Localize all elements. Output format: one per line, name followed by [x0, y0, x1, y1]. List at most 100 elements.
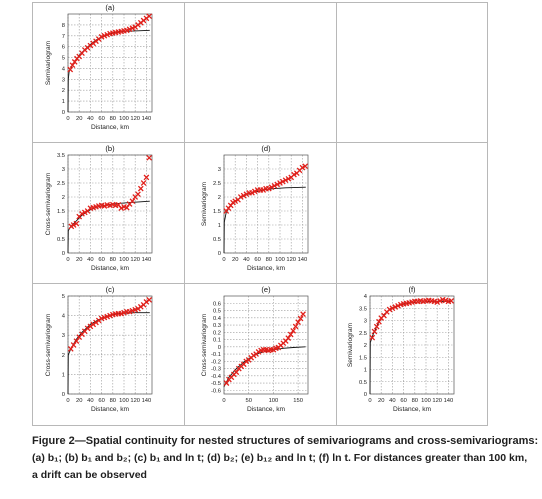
data-point	[67, 66, 74, 73]
x-axis-label: Distance, km	[393, 406, 432, 413]
data-point	[69, 62, 76, 69]
x-tick-label: 60	[400, 398, 406, 404]
y-axis-label: Cross-semivariogram	[45, 313, 52, 376]
y-tick-label: -0.2	[211, 359, 221, 365]
x-tick-label: 100	[275, 257, 285, 263]
x-tick-label: 0	[222, 398, 225, 404]
figure-caption: Figure 2—Spatial continuity for nested s…	[32, 433, 539, 484]
data-point	[268, 184, 275, 191]
data-point	[237, 194, 244, 200]
data-point	[371, 328, 378, 335]
x-tick-label: 140	[444, 398, 454, 404]
figure-panel-grid	[32, 2, 488, 426]
plot-frame	[67, 295, 153, 395]
x-tick-label: 120	[130, 398, 140, 404]
caption-line: Figure 2—Spatial continuity for nested s…	[32, 435, 539, 447]
x-tick-label: 0	[66, 398, 69, 404]
y-tick-label: 0.5	[57, 237, 65, 243]
x-tick-label: 140	[298, 257, 308, 263]
chart-title: (b)	[105, 144, 115, 153]
y-tick-label: -0.4	[211, 374, 222, 380]
x-tick-label: 80	[266, 257, 272, 263]
y-tick-label: 3	[62, 77, 65, 83]
x-tick-label: 120	[432, 398, 442, 404]
x-tick-label: 120	[130, 257, 140, 263]
x-tick-label: 40	[87, 257, 93, 263]
y-tick-label: 5	[62, 294, 65, 300]
data-point	[70, 342, 77, 348]
x-tick-label: 20	[76, 257, 82, 263]
x-tick-label: 0	[368, 398, 371, 404]
y-tick-label: 3	[62, 333, 65, 339]
data-point	[282, 177, 289, 184]
x-tick-label: 40	[87, 398, 93, 404]
chart-title: (f)	[408, 285, 416, 294]
chart-title: (d)	[261, 144, 271, 153]
y-tick-label: 0.4	[213, 316, 222, 322]
chart-1: 0 20 40 60 80 100 120 140 0 0.5 1 1.5 2 2.5 3 3.5 (b) Dis…	[45, 144, 153, 272]
y-tick-label: 1	[62, 223, 65, 229]
data-point	[265, 185, 272, 192]
y-tick-label: 0.1	[213, 338, 221, 344]
x-tick-label: 100	[421, 398, 431, 404]
data-point	[135, 191, 141, 198]
y-tick-label: 1.5	[57, 209, 65, 215]
data-point	[274, 181, 281, 188]
x-tick-label: 20	[378, 398, 384, 404]
x-tick-label: 80	[110, 398, 116, 404]
chart-title: (e)	[261, 285, 271, 294]
x-tick-label: 120	[130, 116, 140, 122]
x-tick-label: 100	[119, 257, 129, 263]
y-tick-label: 1	[62, 99, 65, 105]
y-tick-label: 2.5	[359, 331, 367, 337]
data-point	[233, 369, 240, 376]
y-axis-label: Semivariogram	[45, 40, 52, 85]
data-point	[285, 335, 292, 341]
y-tick-label: -0.1	[211, 352, 221, 358]
x-tick-label: 120	[286, 257, 296, 263]
x-tick-label: 140	[142, 116, 152, 122]
y-tick-label: 0	[62, 110, 65, 116]
data-point	[277, 180, 283, 186]
chart-title: (a)	[105, 3, 115, 12]
data-point	[71, 59, 78, 65]
x-tick-label: 80	[110, 257, 116, 263]
data-point	[299, 164, 306, 171]
data-point	[295, 319, 301, 325]
y-tick-label: -0.6	[211, 388, 221, 394]
x-tick-label: 20	[76, 116, 82, 122]
chart-5: 0 20 40 60 80 100 120 140 0 0.5 1 1.5 2 2.5 3 3.5 4 (f) Di…	[347, 285, 455, 413]
x-tick-label: 100	[119, 398, 129, 404]
x-tick-label: 60	[98, 116, 104, 122]
data-point	[249, 189, 255, 196]
data-point	[137, 185, 144, 192]
y-tick-label: 2	[62, 353, 65, 359]
figure-charts: 0 20 40 60 80 100 120 140012345678(a)Distance, …	[45, 3, 455, 413]
data-point	[140, 180, 147, 186]
y-tick-label: 2	[62, 88, 65, 94]
data-point	[243, 191, 250, 198]
data-point	[146, 297, 153, 303]
y-tick-label: 0.5	[213, 309, 221, 315]
data-point	[302, 163, 309, 170]
data-point	[260, 187, 267, 193]
x-tick-label: 0	[222, 257, 225, 263]
x-tick-label: 40	[243, 257, 249, 263]
y-tick-label: 0	[218, 345, 221, 351]
y-tick-label: 1	[364, 368, 367, 374]
x-axis-label: Distance, km	[91, 124, 130, 131]
x-axis-label: Distance, km	[91, 265, 130, 272]
y-tick-label: 2.5	[57, 181, 65, 187]
y-tick-label: 3.5	[57, 153, 65, 159]
x-tick-label: 80	[110, 116, 116, 122]
x-tick-label: 0	[66, 116, 69, 122]
x-tick-label: 60	[254, 257, 260, 263]
plot-frame	[67, 13, 153, 113]
y-tick-label: -0.5	[211, 381, 221, 387]
x-axis-label: Distance, km	[91, 406, 130, 413]
data-point	[118, 205, 125, 212]
data-point	[251, 188, 258, 195]
y-axis-label: Cross-semivariogram	[45, 172, 52, 235]
x-tick-label: 100	[119, 116, 129, 122]
y-tick-label: 0.5	[213, 237, 221, 243]
